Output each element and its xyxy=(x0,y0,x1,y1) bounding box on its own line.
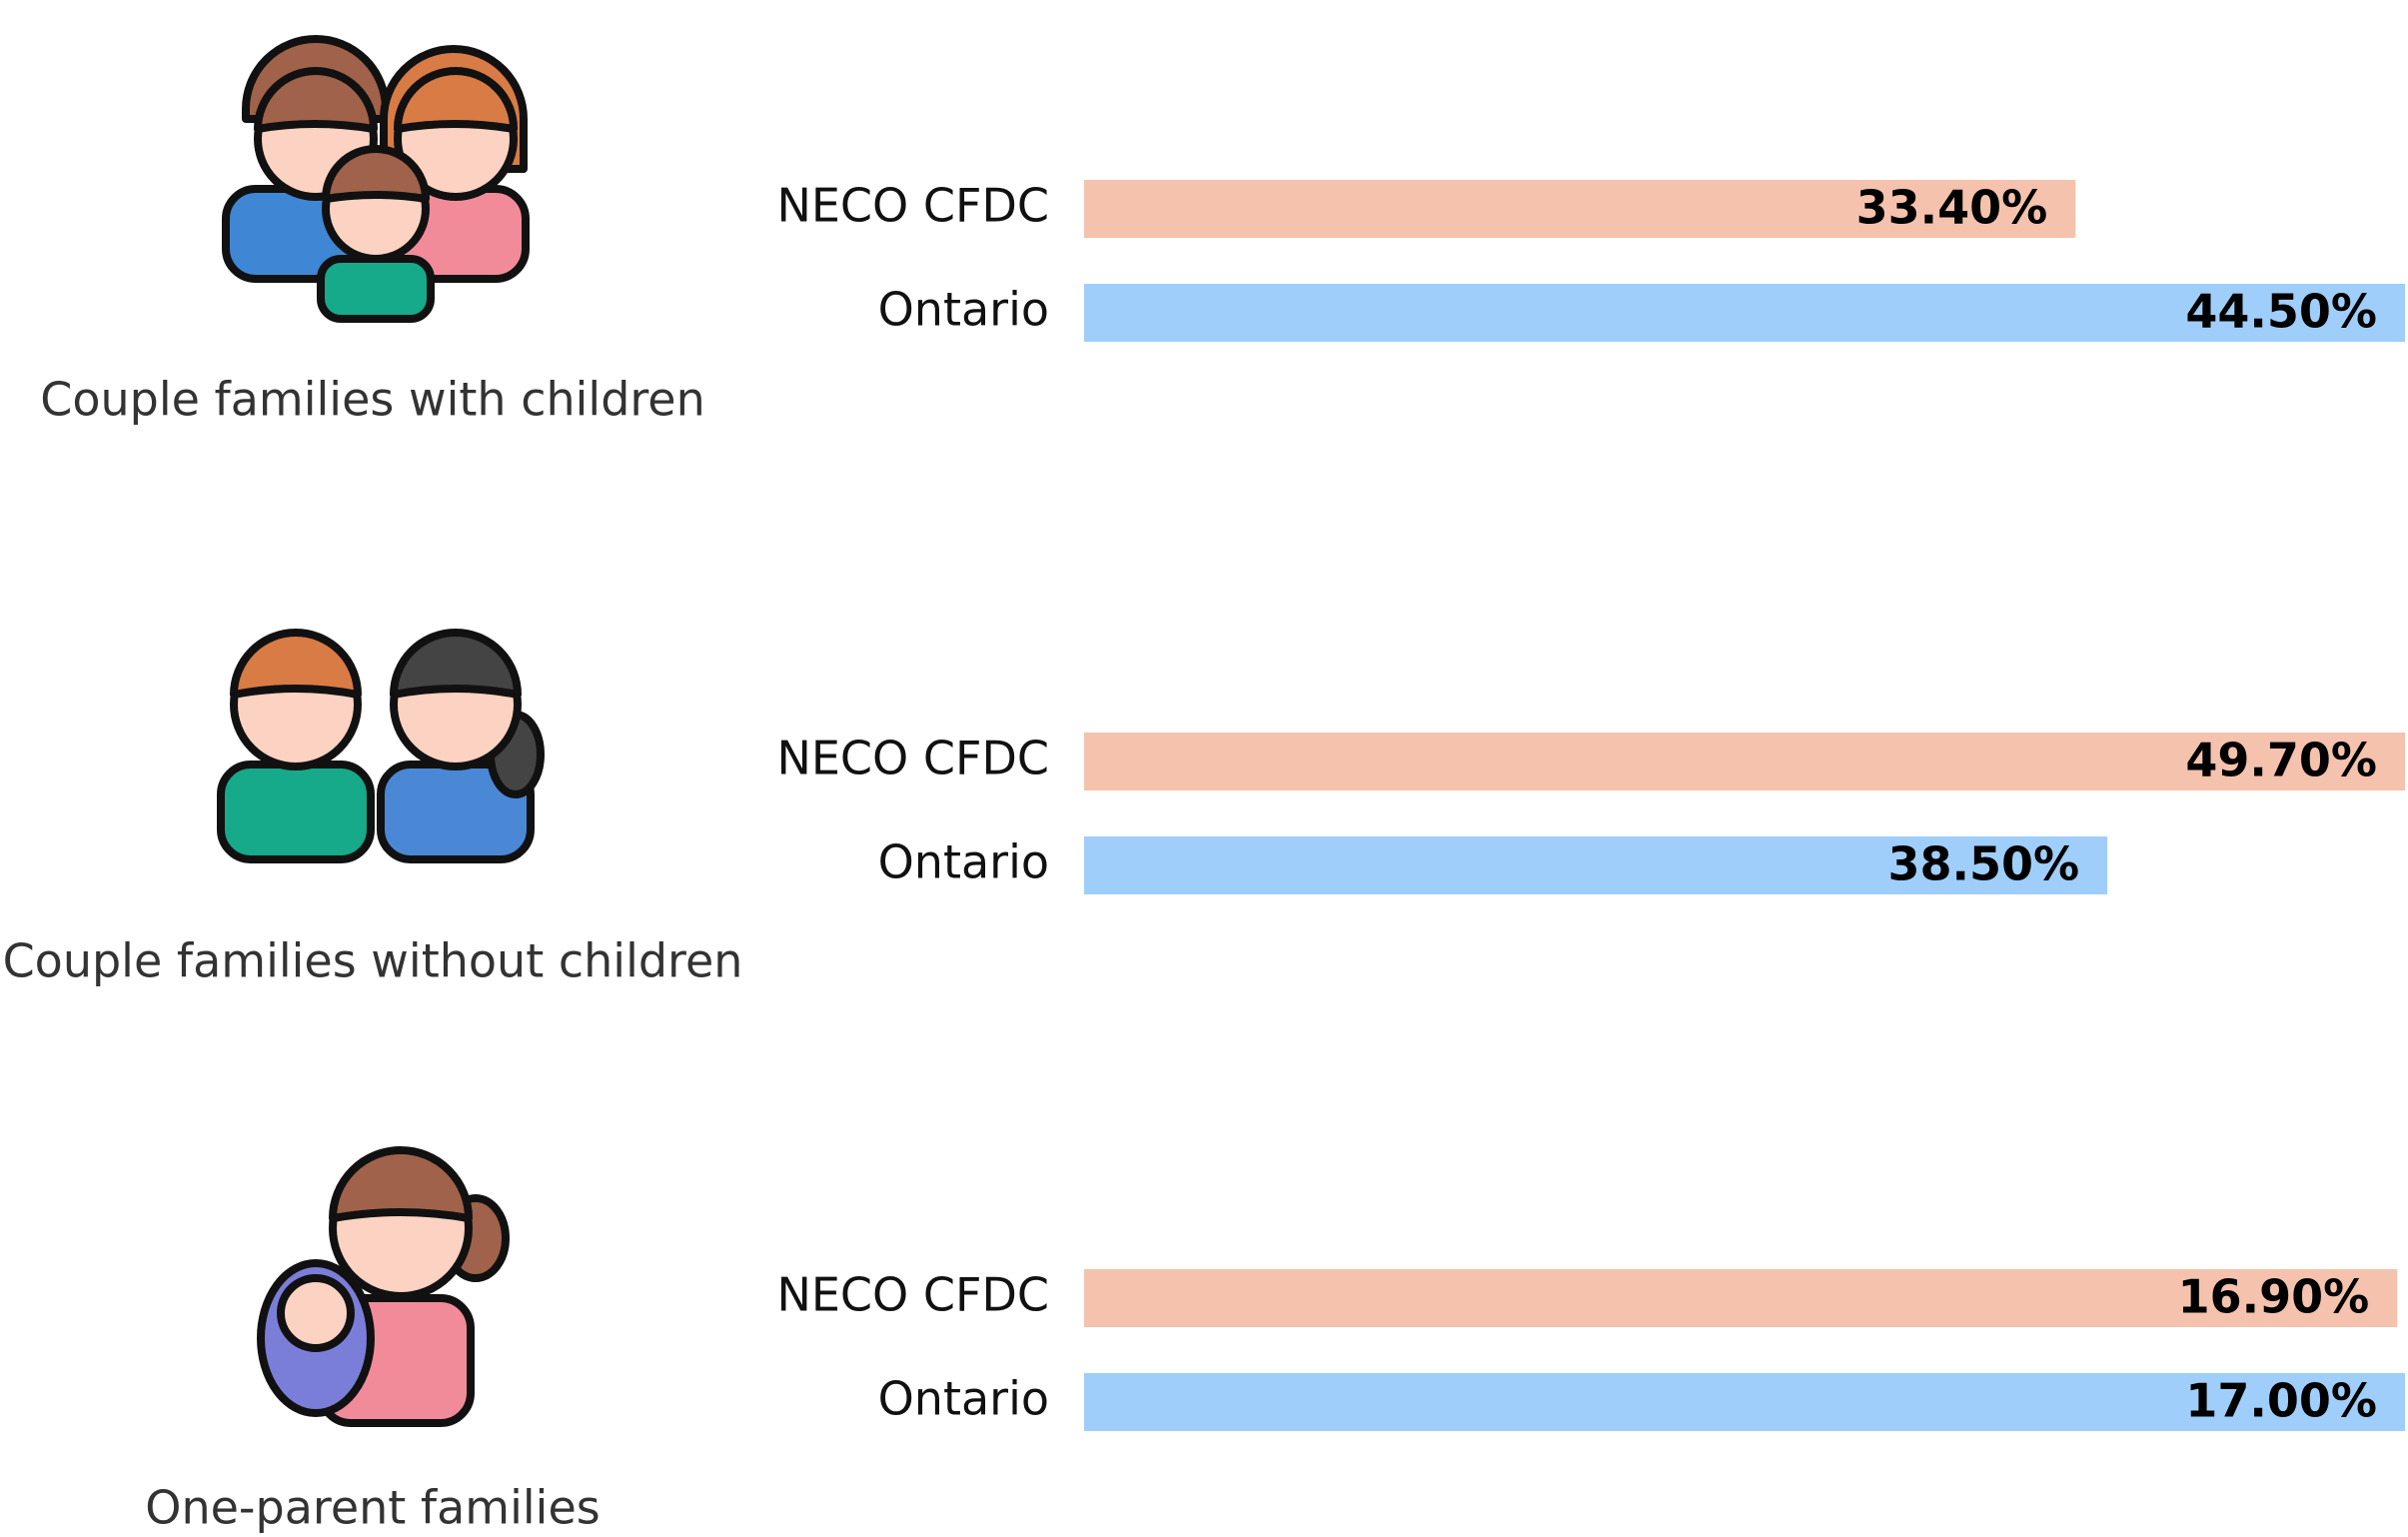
bar xyxy=(1084,180,2076,238)
bar xyxy=(1084,836,2108,894)
category-label: NECO CFDC xyxy=(776,179,1049,233)
bar xyxy=(1084,1373,2405,1431)
category-label: Ontario xyxy=(878,283,1049,337)
bar xyxy=(1084,1269,2398,1327)
value-label: 17.00% xyxy=(2185,1374,2377,1428)
group-label: Couple families without children xyxy=(3,934,743,988)
group-label: Couple families with children xyxy=(40,373,705,427)
bar xyxy=(1084,733,2405,790)
category-label: NECO CFDC xyxy=(776,1268,1049,1322)
couple-icon xyxy=(217,629,545,863)
category-label: NECO CFDC xyxy=(776,732,1049,785)
one-parent-icon xyxy=(257,1146,510,1427)
group-label: One-parent families xyxy=(145,1481,600,1535)
value-label: 38.50% xyxy=(1887,837,2079,891)
category-label: Ontario xyxy=(878,835,1049,889)
value-label: 33.40% xyxy=(1856,181,2048,235)
value-label: 49.70% xyxy=(2185,734,2377,787)
category-label: Ontario xyxy=(878,1372,1049,1426)
family-icon xyxy=(222,35,530,323)
value-label: 44.50% xyxy=(2185,285,2377,339)
value-label: 16.90% xyxy=(2178,1270,2370,1324)
bar xyxy=(1084,284,2405,342)
